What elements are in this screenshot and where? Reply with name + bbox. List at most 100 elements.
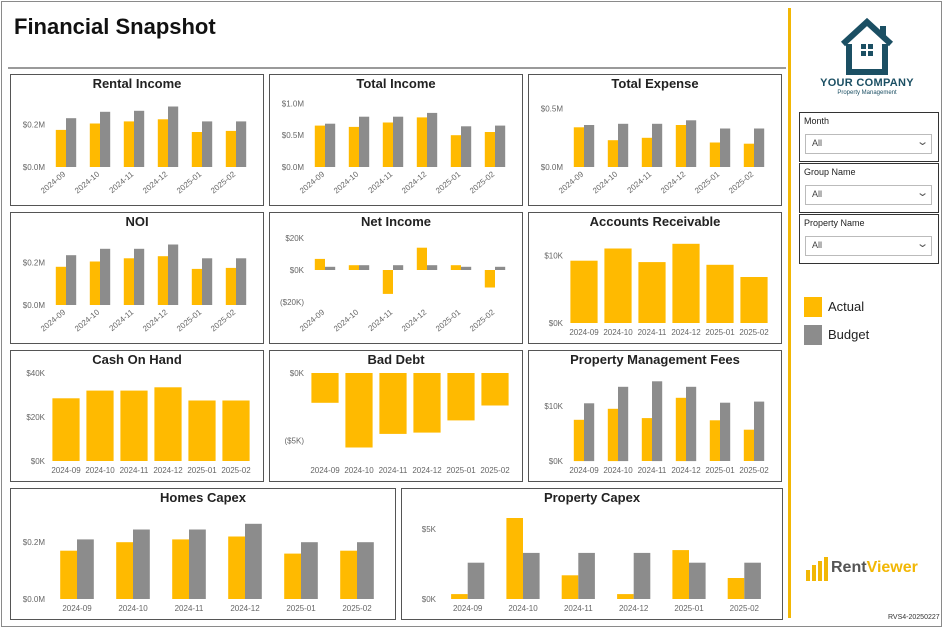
bar-actual[interactable] xyxy=(188,400,216,462)
bar-actual[interactable] xyxy=(52,398,80,461)
bar-actual[interactable] xyxy=(709,142,720,168)
chart-total-income[interactable]: Total Income $0.0M $0.5M $1.0M 2024-09 2024-… xyxy=(269,74,523,206)
bar-budget[interactable] xyxy=(652,381,663,462)
bar-actual[interactable] xyxy=(727,578,745,599)
bar-budget[interactable] xyxy=(427,112,438,167)
bar-budget[interactable] xyxy=(66,118,77,167)
bar-budget[interactable] xyxy=(461,126,472,167)
bar-actual[interactable] xyxy=(382,122,393,168)
bar-actual[interactable] xyxy=(89,123,100,168)
bar-budget[interactable] xyxy=(245,523,262,599)
bar-actual[interactable] xyxy=(641,418,652,461)
bar-budget[interactable] xyxy=(720,128,731,168)
bar-actual[interactable] xyxy=(561,575,579,599)
bar-actual[interactable] xyxy=(450,135,461,167)
bar-actual[interactable] xyxy=(55,266,66,305)
bar-actual[interactable] xyxy=(311,373,339,403)
bar-actual[interactable] xyxy=(154,387,182,461)
bar-budget[interactable] xyxy=(236,121,247,167)
bar-budget[interactable] xyxy=(584,403,595,462)
bar-actual[interactable] xyxy=(573,127,584,167)
bar-budget[interactable] xyxy=(618,386,629,462)
bar-budget[interactable] xyxy=(720,402,731,461)
bar-budget[interactable] xyxy=(100,111,111,167)
bar-actual[interactable] xyxy=(573,419,584,462)
bar-actual[interactable] xyxy=(314,258,325,270)
bar-actual[interactable] xyxy=(740,277,768,323)
bar-actual[interactable] xyxy=(706,264,734,323)
bar-budget[interactable] xyxy=(100,248,111,305)
bar-budget[interactable] xyxy=(66,255,77,305)
bar-actual[interactable] xyxy=(120,390,148,461)
bar-actual[interactable] xyxy=(641,137,652,167)
bar-actual[interactable] xyxy=(314,125,325,167)
bar-budget[interactable] xyxy=(686,120,697,167)
bar-budget[interactable] xyxy=(618,123,629,167)
bar-actual[interactable] xyxy=(345,373,373,448)
bar-budget[interactable] xyxy=(168,106,179,168)
group-name-dropdown[interactable]: All ⌄ xyxy=(805,185,932,205)
bar-budget[interactable] xyxy=(189,529,206,600)
bar-actual[interactable] xyxy=(617,594,634,599)
bar-actual[interactable] xyxy=(743,429,754,461)
bar-budget[interactable] xyxy=(393,116,404,167)
bar-budget[interactable] xyxy=(427,265,438,270)
bar-actual[interactable] xyxy=(447,373,475,421)
chart-property-capex[interactable]: Property Capex $0K $5K 2024-09 2024-10 2024-… xyxy=(401,488,783,620)
bar-budget[interactable] xyxy=(202,121,213,167)
bar-budget[interactable] xyxy=(584,125,595,167)
bar-actual[interactable] xyxy=(413,373,441,433)
bar-budget[interactable] xyxy=(202,258,213,305)
bar-budget[interactable] xyxy=(744,562,761,599)
chart-bad-debt[interactable]: Bad Debt ($5K) $0K 2024-09 2024-10 2024-11 20… xyxy=(269,350,523,482)
chart-cash-on-hand[interactable]: Cash On Hand $0K $20K $40K 2024-09 2024-10 20… xyxy=(10,350,264,482)
bar-actual[interactable] xyxy=(89,261,100,306)
bar-budget[interactable] xyxy=(578,552,595,599)
chart-noi[interactable]: NOI $0.0M $0.2M 2024-09 2024-10 2024-11 2024-… xyxy=(10,212,264,344)
bar-actual[interactable] xyxy=(379,373,407,434)
bar-actual[interactable] xyxy=(157,256,168,305)
month-dropdown[interactable]: All ⌄ xyxy=(805,134,932,154)
chart-property-management-fees[interactable]: Property Management Fees $0K $10K 2024-09 2… xyxy=(528,350,782,482)
bar-actual[interactable] xyxy=(123,258,134,305)
bar-budget[interactable] xyxy=(325,266,336,270)
bar-budget[interactable] xyxy=(325,123,336,167)
bar-actual[interactable] xyxy=(225,130,236,167)
chart-net-income[interactable]: Net Income ($20K) $0K $20K 2024-09 2024-10 20… xyxy=(269,212,523,344)
bar-budget[interactable] xyxy=(393,265,404,270)
bar-actual[interactable] xyxy=(484,132,495,167)
chart-homes-capex[interactable]: Homes Capex $0.0M $0.2M 2024-09 2024-10 2024… xyxy=(10,488,396,620)
bar-actual[interactable] xyxy=(672,243,700,323)
bar-budget[interactable] xyxy=(359,116,370,167)
bar-actual[interactable] xyxy=(225,267,236,305)
bar-budget[interactable] xyxy=(134,110,145,167)
bar-actual[interactable] xyxy=(416,117,427,167)
bar-budget[interactable] xyxy=(633,552,651,599)
bar-budget[interactable] xyxy=(168,244,179,306)
bar-actual[interactable] xyxy=(570,260,598,323)
bar-actual[interactable] xyxy=(157,119,168,167)
bar-budget[interactable] xyxy=(236,258,247,305)
bar-actual[interactable] xyxy=(638,262,666,323)
bar-budget[interactable] xyxy=(467,562,485,599)
bar-actual[interactable] xyxy=(675,397,686,462)
bar-actual[interactable] xyxy=(191,268,202,305)
bar-actual[interactable] xyxy=(222,400,250,462)
bar-budget[interactable] xyxy=(357,542,374,599)
bar-actual[interactable] xyxy=(60,550,77,599)
bar-actual[interactable] xyxy=(116,542,133,599)
bar-budget[interactable] xyxy=(133,529,150,600)
bar-actual[interactable] xyxy=(506,518,523,599)
chart-rental-income[interactable]: Rental Income $0.0M $0.2M 2024-09 2024-10 20… xyxy=(10,74,264,206)
bar-budget[interactable] xyxy=(754,401,765,461)
bar-budget[interactable] xyxy=(495,266,506,270)
bar-actual[interactable] xyxy=(743,143,754,167)
bar-actual[interactable] xyxy=(228,536,245,600)
bar-actual[interactable] xyxy=(86,390,114,461)
bar-actual[interactable] xyxy=(348,126,359,167)
bar-actual[interactable] xyxy=(451,594,468,599)
bar-actual[interactable] xyxy=(340,550,357,599)
bar-actual[interactable] xyxy=(284,553,301,599)
bar-budget[interactable] xyxy=(134,248,145,305)
bar-actual[interactable] xyxy=(672,550,689,599)
